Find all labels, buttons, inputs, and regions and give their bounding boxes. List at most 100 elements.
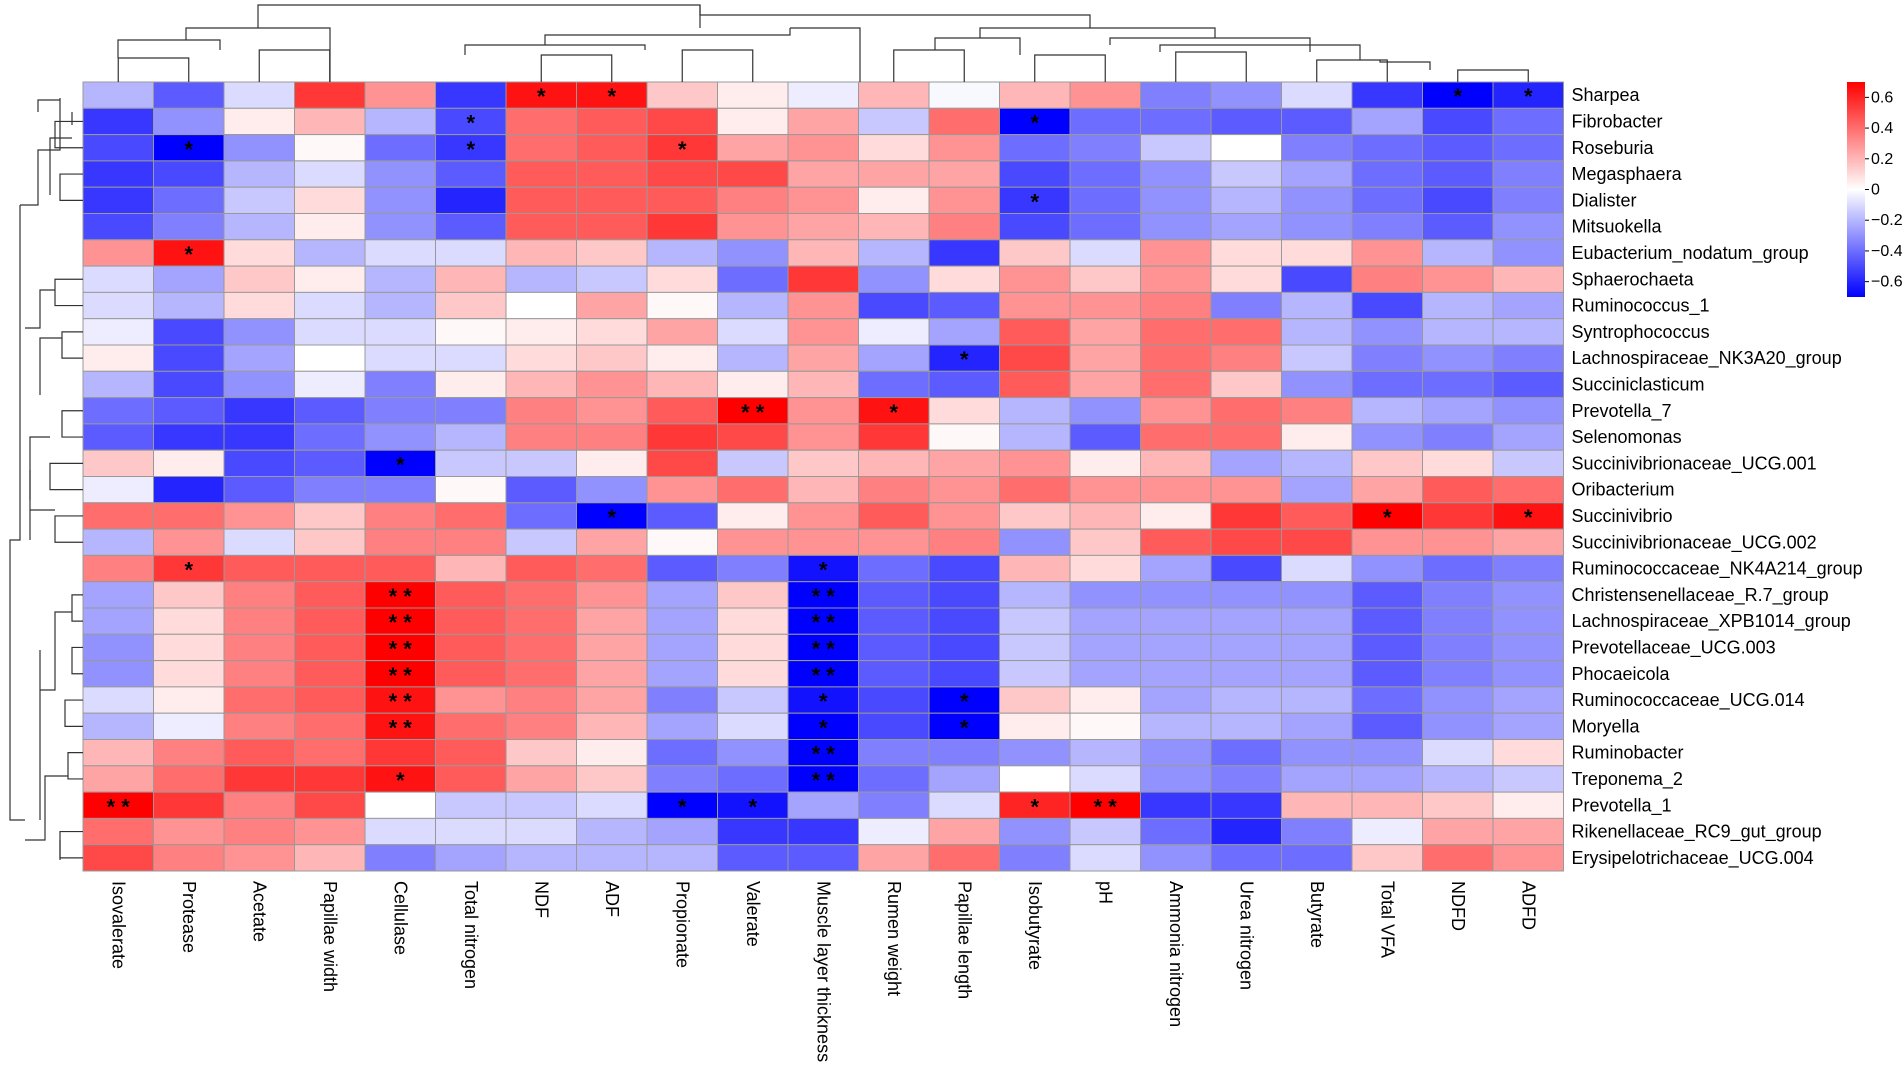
row-label: Oribacterium — [1572, 480, 1675, 500]
heatmap-cell — [1140, 397, 1212, 425]
heatmap-cell — [1422, 844, 1494, 872]
heatmap-cell — [576, 239, 648, 267]
heatmap-cell — [153, 107, 225, 136]
heatmap-cell — [435, 554, 507, 583]
heatmap-cell — [505, 791, 577, 819]
heatmap-cell — [435, 581, 507, 609]
heatmap-cell — [1422, 81, 1494, 109]
heatmap-cell — [1140, 739, 1212, 767]
heatmap-cell — [787, 607, 859, 635]
heatmap-cell — [717, 528, 789, 556]
heatmap-cell — [1351, 239, 1423, 267]
heatmap-cell — [1140, 502, 1212, 530]
heatmap-cell — [294, 712, 366, 741]
heatmap-cell — [223, 160, 295, 188]
heatmap-cell — [1140, 765, 1212, 793]
heatmap-cell — [1492, 686, 1564, 714]
heatmap-cell — [435, 160, 507, 188]
significance-star: * — [960, 347, 969, 372]
heatmap-cell — [928, 765, 1000, 793]
heatmap-cell — [82, 81, 154, 109]
legend-tick-label: 0 — [1871, 182, 1880, 199]
legend-tick-label: −0.6 — [1871, 274, 1902, 291]
heatmap-cell — [153, 660, 225, 688]
heatmap-cell — [1492, 107, 1564, 136]
heatmap-cell — [82, 344, 154, 372]
heatmap-cell — [294, 449, 366, 478]
heatmap-cell — [928, 160, 1000, 188]
heatmap-cell — [505, 844, 577, 872]
heatmap-cell — [1492, 318, 1564, 346]
heatmap-cell — [646, 502, 718, 530]
heatmap-cell — [858, 239, 930, 267]
heatmap-cell — [294, 318, 366, 346]
heatmap-cell — [646, 817, 718, 846]
heatmap-cell — [928, 213, 1000, 241]
heatmap-cell — [82, 476, 154, 504]
heatmap-cell — [82, 817, 154, 846]
heatmap-cell — [717, 239, 789, 267]
heatmap-cell — [999, 186, 1071, 214]
heatmap-cell — [1422, 765, 1494, 793]
row-label: Treponema_2 — [1572, 769, 1683, 790]
heatmap-cell — [505, 554, 577, 583]
heatmap-cell — [999, 239, 1071, 267]
column-label: Protease — [179, 881, 199, 953]
column-label: Acetate — [249, 881, 269, 942]
heatmap-cell — [1069, 265, 1141, 293]
heatmap-cell — [717, 213, 789, 241]
heatmap-cell — [505, 765, 577, 793]
column-label: Ammonia nitrogen — [1166, 881, 1186, 1027]
heatmap-cell — [223, 554, 295, 583]
row-label: Megasphaera — [1572, 164, 1683, 184]
heatmap-cell — [223, 765, 295, 793]
heatmap-cell — [505, 502, 577, 530]
heatmap-cell — [1210, 607, 1282, 635]
heatmap-cell — [1351, 291, 1423, 320]
heatmap-cell — [364, 739, 436, 767]
heatmap-cell — [858, 318, 930, 346]
significance-star: * — [819, 715, 828, 740]
heatmap-cell — [1351, 712, 1423, 741]
heatmap-cell — [1281, 265, 1353, 293]
significance-star: * * — [741, 400, 765, 425]
heatmap-cell — [717, 633, 789, 662]
heatmap-cell — [1069, 712, 1141, 741]
heatmap-cell — [576, 449, 648, 478]
heatmap-cell — [364, 397, 436, 425]
row-dendrogram-branch — [71, 646, 83, 675]
heatmap-cell — [223, 686, 295, 714]
heatmap-cell — [223, 633, 295, 662]
row-dendrogram-branch — [54, 120, 83, 149]
heatmap-cell — [1281, 712, 1353, 741]
heatmap-cell — [576, 817, 648, 846]
heatmap-cell — [1140, 686, 1212, 714]
column-label: Urea nitrogen — [1236, 881, 1256, 990]
heatmap-cell — [1351, 265, 1423, 293]
heatmap-cell — [1492, 817, 1564, 846]
heatmap-cell — [1281, 344, 1353, 372]
heatmap-cell — [646, 134, 718, 162]
row-dendrogram-branch — [49, 112, 73, 195]
heatmap-cell — [646, 318, 718, 346]
heatmap-cell — [153, 344, 225, 372]
column-label: ADF — [602, 881, 622, 917]
heatmap-cell — [505, 318, 577, 346]
heatmap-cell — [1492, 581, 1564, 609]
significance-star: * — [1524, 505, 1533, 530]
heatmap-cell — [1281, 423, 1353, 451]
heatmap-cell — [858, 633, 930, 662]
row-label: Succiniclasticum — [1572, 374, 1705, 394]
heatmap-cell — [1351, 739, 1423, 767]
heatmap-cell — [223, 844, 295, 872]
heatmap-cell — [1422, 107, 1494, 136]
heatmap-cell — [294, 344, 366, 372]
row-dendrogram-branch — [40, 611, 72, 691]
heatmap-cell — [82, 502, 154, 530]
heatmap-cell — [1069, 397, 1141, 425]
heatmap-cell — [787, 449, 859, 478]
heatmap-cell — [1492, 633, 1564, 662]
heatmap-cell — [1351, 160, 1423, 188]
heatmap-cell — [576, 213, 648, 241]
heatmap-cell — [153, 476, 225, 504]
